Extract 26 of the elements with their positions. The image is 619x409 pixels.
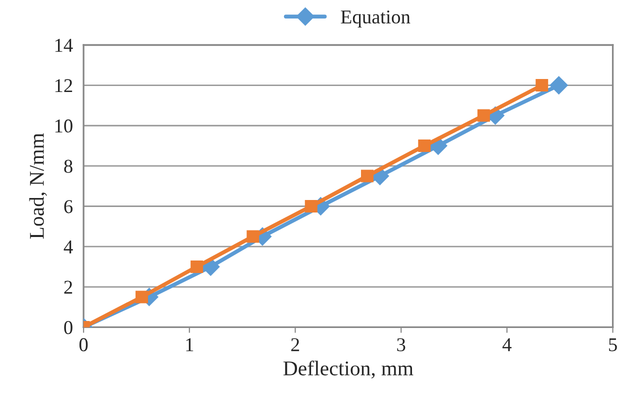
y-axis-title: Load, N/mm bbox=[29, 133, 47, 239]
y-tick-label: 10 bbox=[55, 119, 72, 133]
point bbox=[190, 260, 204, 273]
point bbox=[136, 290, 148, 304]
y-tick-label: 12 bbox=[55, 79, 72, 92]
point bbox=[360, 170, 374, 182]
y-tick-label: 0 bbox=[64, 321, 72, 334]
y-tick-label: 2 bbox=[64, 280, 72, 294]
y-tick-label: 8 bbox=[64, 160, 72, 173]
x-tick-label: 0 bbox=[79, 338, 88, 352]
point bbox=[418, 140, 431, 152]
x-tick-label: 5 bbox=[609, 338, 617, 352]
point bbox=[304, 200, 318, 213]
x-tick-label: 2 bbox=[291, 338, 300, 352]
x-axis-title: Deflection, mm bbox=[283, 360, 414, 378]
point bbox=[246, 230, 260, 243]
point bbox=[550, 76, 568, 94]
x-tick-label: 1 bbox=[186, 338, 194, 352]
y-tick-label: 14 bbox=[55, 38, 73, 52]
x-tick-label: 3 bbox=[397, 338, 406, 352]
x-tick-label: 4 bbox=[502, 338, 512, 352]
y-tick-label: 6 bbox=[64, 200, 73, 214]
legend-label: Equation bbox=[340, 10, 410, 28]
point bbox=[477, 109, 490, 122]
point bbox=[536, 79, 548, 92]
y-tick-label: 4 bbox=[64, 240, 73, 254]
